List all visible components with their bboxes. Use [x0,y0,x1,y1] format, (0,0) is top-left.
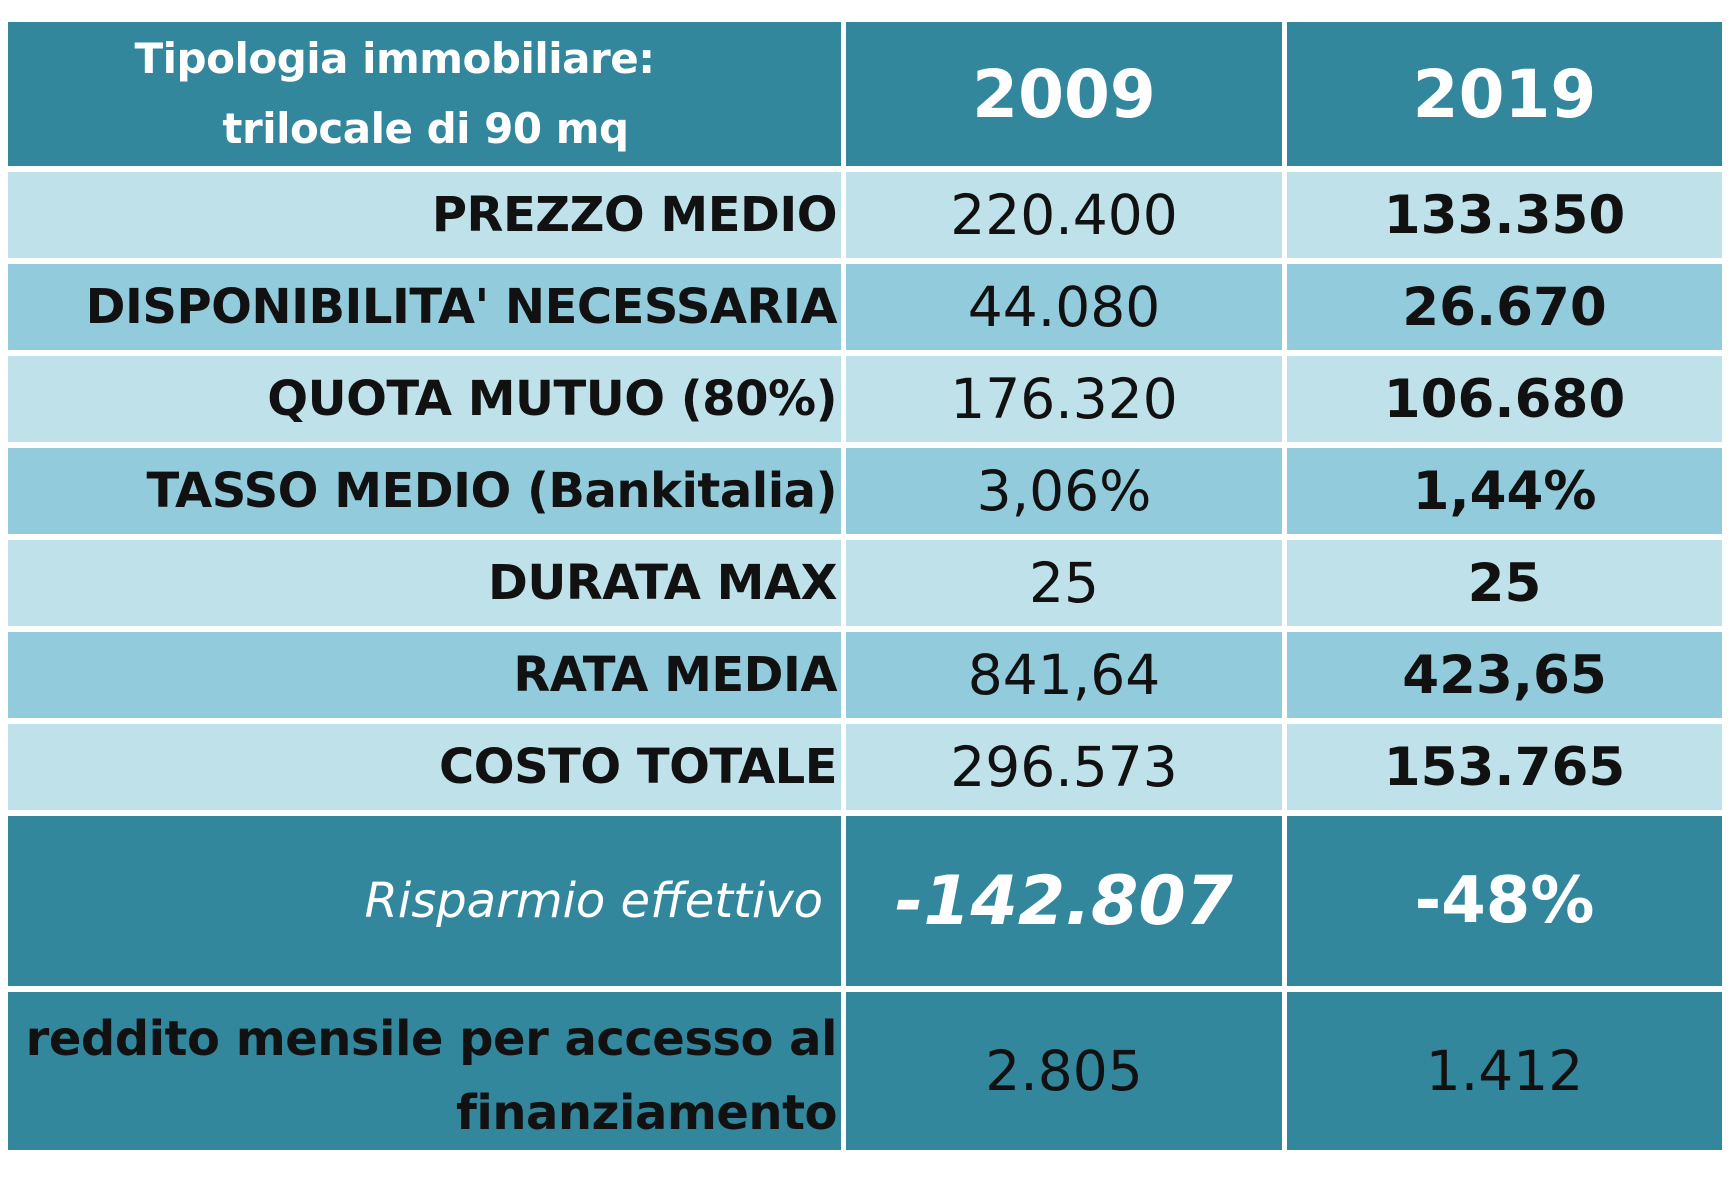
row-label: RATA MEDIA [8,632,841,718]
row-value-2009: 25 [846,540,1282,626]
row-value-2009: 176.320 [846,356,1282,442]
row-label: QUOTA MUTUO (80%) [8,356,841,442]
row-value-2009: 841,64 [846,632,1282,718]
row-value-2019: 423,65 [1287,632,1722,718]
income-label-line2: finanziamento [455,1085,838,1141]
income-label-line1: reddito mensile per accesso al [25,1011,838,1067]
row-value-2019: 1,44% [1287,448,1722,534]
row-value-2019: 25 [1287,540,1722,626]
saving-percent: -48% [1287,816,1722,986]
income-value-2009: 2.805 [846,992,1282,1150]
row-value-2019: 133.350 [1287,172,1722,258]
header-label-cell: Tipologia immobiliare: trilocale di 90 m… [8,22,841,166]
header-label-line2: trilocale di 90 mq [222,104,629,153]
row-value-2019: 153.765 [1287,724,1722,810]
row-label: DISPONIBILITA' NECESSARIA [8,264,841,350]
row-label: TASSO MEDIO (Bankitalia) [8,448,841,534]
row-label: PREZZO MEDIO [8,172,841,258]
header-year-2009: 2009 [846,22,1282,166]
income-value-2019: 1.412 [1287,992,1722,1150]
header-label-line1: Tipologia immobiliare: [134,34,655,83]
row-value-2009: 296.573 [846,724,1282,810]
row-label: DURATA MAX [8,540,841,626]
comparison-table: Tipologia immobiliare: trilocale di 90 m… [8,22,1722,1150]
row-value-2019: 26.670 [1287,264,1722,350]
row-value-2019: 106.680 [1287,356,1722,442]
header-year-2019: 2019 [1287,22,1722,166]
row-value-2009: 220.400 [846,172,1282,258]
saving-amount: -142.807 [846,816,1282,986]
row-label: COSTO TOTALE [8,724,841,810]
saving-label: Risparmio effettivo [8,816,841,986]
row-value-2009: 44.080 [846,264,1282,350]
income-label-cell: reddito mensile per accesso al finanziam… [8,992,841,1150]
row-value-2009: 3,06% [846,448,1282,534]
